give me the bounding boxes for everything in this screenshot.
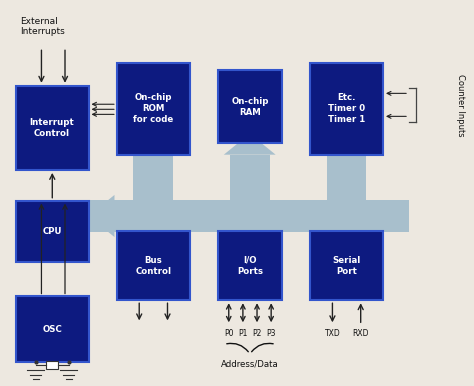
Text: P1: P1 <box>238 329 247 338</box>
Polygon shape <box>89 195 115 237</box>
Polygon shape <box>224 134 276 155</box>
Polygon shape <box>230 155 270 231</box>
Text: TXD: TXD <box>325 329 340 338</box>
Text: Serial
Port: Serial Port <box>332 256 361 276</box>
Polygon shape <box>127 134 179 155</box>
Polygon shape <box>89 200 409 232</box>
Text: On-chip
ROM
for code: On-chip ROM for code <box>133 93 173 124</box>
FancyBboxPatch shape <box>117 231 190 300</box>
Polygon shape <box>224 231 276 252</box>
Text: P3: P3 <box>266 329 276 338</box>
Text: RXD: RXD <box>353 329 369 338</box>
FancyBboxPatch shape <box>16 201 89 262</box>
Text: OSC: OSC <box>42 325 62 334</box>
Text: CPU: CPU <box>42 227 62 236</box>
Text: P2: P2 <box>252 329 262 338</box>
Text: External
Interrupts: External Interrupts <box>20 17 65 36</box>
Text: I/O
Ports: I/O Ports <box>237 256 263 276</box>
FancyBboxPatch shape <box>310 231 383 300</box>
FancyBboxPatch shape <box>16 86 89 170</box>
Text: Address/Data: Address/Data <box>221 359 279 368</box>
Text: Interrupt
Control: Interrupt Control <box>30 118 74 138</box>
FancyBboxPatch shape <box>117 63 190 155</box>
Polygon shape <box>133 155 173 231</box>
FancyBboxPatch shape <box>310 63 383 155</box>
FancyBboxPatch shape <box>218 70 282 143</box>
Polygon shape <box>320 231 372 252</box>
Polygon shape <box>127 231 179 252</box>
Text: On-chip
RAM: On-chip RAM <box>231 97 269 117</box>
FancyBboxPatch shape <box>218 231 282 300</box>
Polygon shape <box>320 134 372 155</box>
Text: Bus
Control: Bus Control <box>136 256 172 276</box>
Text: P0: P0 <box>224 329 234 338</box>
Text: Counter Inputs: Counter Inputs <box>456 74 465 136</box>
FancyBboxPatch shape <box>46 361 58 369</box>
Polygon shape <box>327 155 366 231</box>
Text: Etc.
Timer 0
Timer 1: Etc. Timer 0 Timer 1 <box>328 93 365 124</box>
FancyBboxPatch shape <box>16 296 89 362</box>
